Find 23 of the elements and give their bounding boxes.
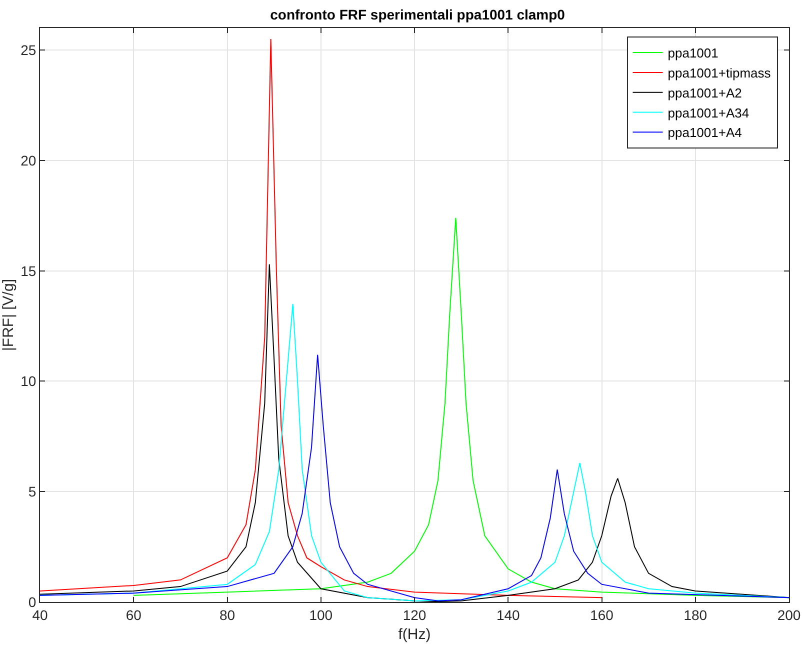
x-tick-label: 180 [684, 606, 708, 623]
y-tick-label: 20 [20, 152, 36, 168]
x-tick-label: 200 [777, 606, 801, 623]
x-tick-label: 140 [496, 606, 520, 623]
line-series [40, 354, 789, 602]
x-tick-label: 120 [402, 606, 426, 623]
y-axis-title: |FRF| [V/g] [0, 279, 17, 351]
x-tick-label: 60 [126, 606, 142, 623]
line-series [40, 38, 602, 598]
x-tick-label: 80 [219, 606, 236, 623]
legend-label: ppa1001 [668, 46, 718, 61]
y-tick-label: 10 [20, 373, 36, 390]
x-tick-label: 160 [590, 606, 614, 623]
x-tick-label: 100 [309, 606, 333, 623]
y-tick-label: 15 [20, 262, 36, 279]
legend-label: ppa1001+A2 [668, 85, 742, 100]
legend-label: ppa1001+A34 [668, 105, 750, 120]
legend-label: ppa1001+A4 [668, 125, 742, 140]
y-tick-label: 5 [28, 484, 36, 500]
x-axis-title: f(Hz) [398, 626, 431, 643]
y-tick-label: 25 [20, 42, 36, 58]
legend-label: ppa1001+tipmass [668, 66, 772, 81]
chart-title: confronto FRF sperimentali ppa1001 clamp0 [270, 6, 566, 23]
